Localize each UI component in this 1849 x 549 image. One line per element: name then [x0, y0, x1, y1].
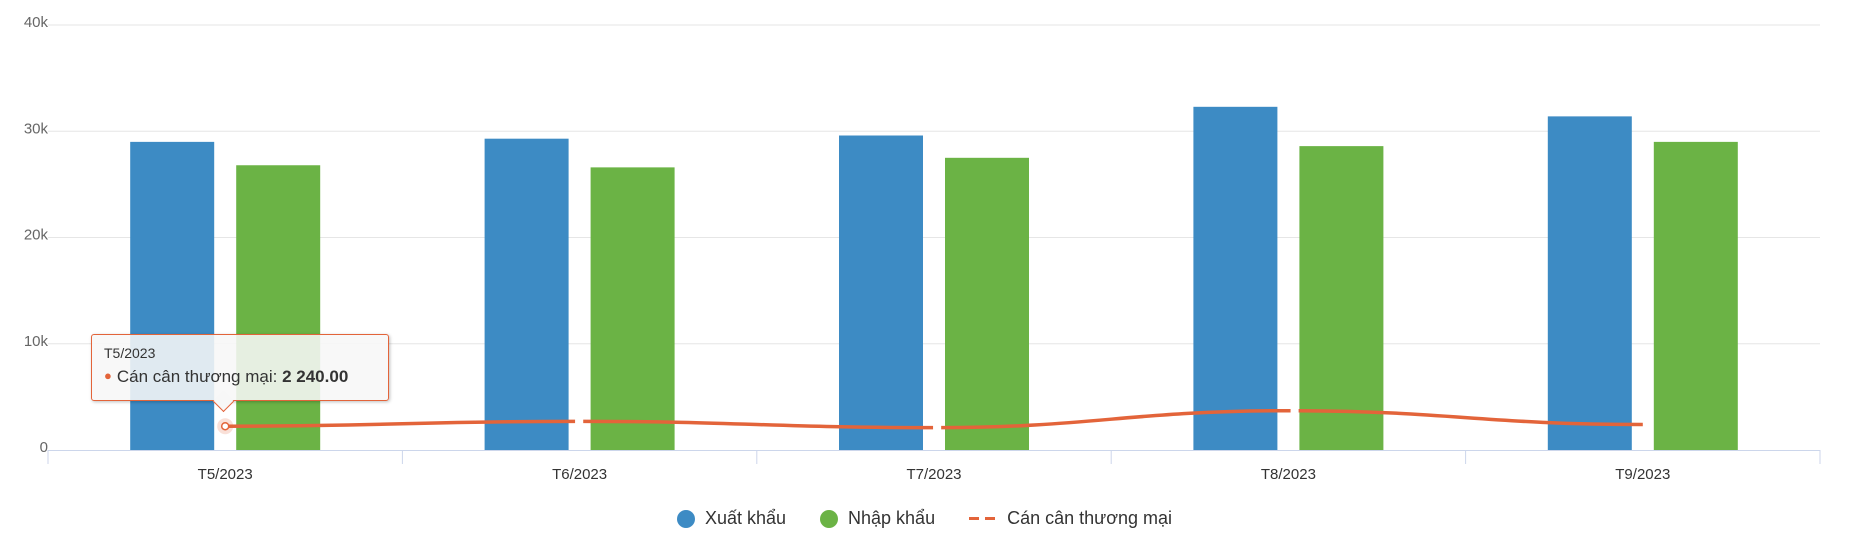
bar-export [1547, 116, 1632, 450]
bars [130, 106, 1738, 450]
balance-point [220, 421, 230, 431]
grid-lines [48, 24, 1820, 345]
legend-export-dot-icon [676, 509, 695, 528]
legend-export-label: Xuất khẩu [704, 508, 787, 528]
bar-import [945, 157, 1029, 450]
x-tick-label: T5/2023 [198, 466, 253, 483]
x-tick-label: T9/2023 [1615, 466, 1670, 483]
y-tick-label: 10k [24, 333, 49, 350]
legend-import-label: Nhập khẩu [848, 508, 936, 528]
bar-export [839, 135, 923, 450]
bar-import [590, 167, 675, 450]
legend: Xuất khẩu Nhập khẩu Cán cân thương mại [0, 508, 1849, 529]
legend-item-export[interactable]: Xuất khẩu [676, 508, 787, 529]
balance-line [225, 408, 1643, 430]
y-tick-label: 0 [40, 439, 48, 456]
x-tick-label: T7/2023 [906, 466, 961, 483]
x-axis [47, 450, 1821, 464]
bar-export [130, 141, 215, 450]
bar-import [1299, 146, 1384, 450]
x-tick-label: T6/2023 [552, 466, 607, 483]
tooltip-series: Cán cân thương mại [116, 367, 273, 386]
tooltip-value: 2 240.00 [282, 367, 349, 386]
legend-import-dot-icon [820, 509, 839, 528]
tooltip: T5/2023 ● Cán cân thương mại: 2 240.00 [91, 334, 389, 401]
tooltip-category: T5/2023 [104, 345, 156, 361]
legend-item-balance[interactable]: Cán cân thương mại [969, 508, 1172, 529]
balance-line-layer [217, 408, 1643, 435]
legend-item-import[interactable]: Nhập khẩu [820, 508, 935, 529]
tooltip-dot-icon: ● [104, 368, 112, 383]
y-tick-label: 20k [24, 227, 49, 244]
bar-import [236, 165, 321, 450]
y-tick-label: 30k [24, 120, 49, 137]
bar-import [1653, 141, 1738, 450]
bar-export [1193, 106, 1278, 450]
y-tick-label: 40k [24, 14, 49, 31]
x-tick-label: T8/2023 [1261, 466, 1316, 483]
legend-balance-line-icon [969, 517, 998, 520]
tooltip-row: ● Cán cân thương mại: 2 240.00 [104, 367, 349, 386]
y-axis-ticks: 0 10k 20k 30k 40k [24, 14, 49, 456]
x-axis-ticks: T5/2023 T6/2023 T7/2023 T8/2023 T9/2023 [198, 466, 1671, 483]
legend-balance-label: Cán cân thương mại [1007, 508, 1173, 528]
bar-export [484, 138, 569, 450]
